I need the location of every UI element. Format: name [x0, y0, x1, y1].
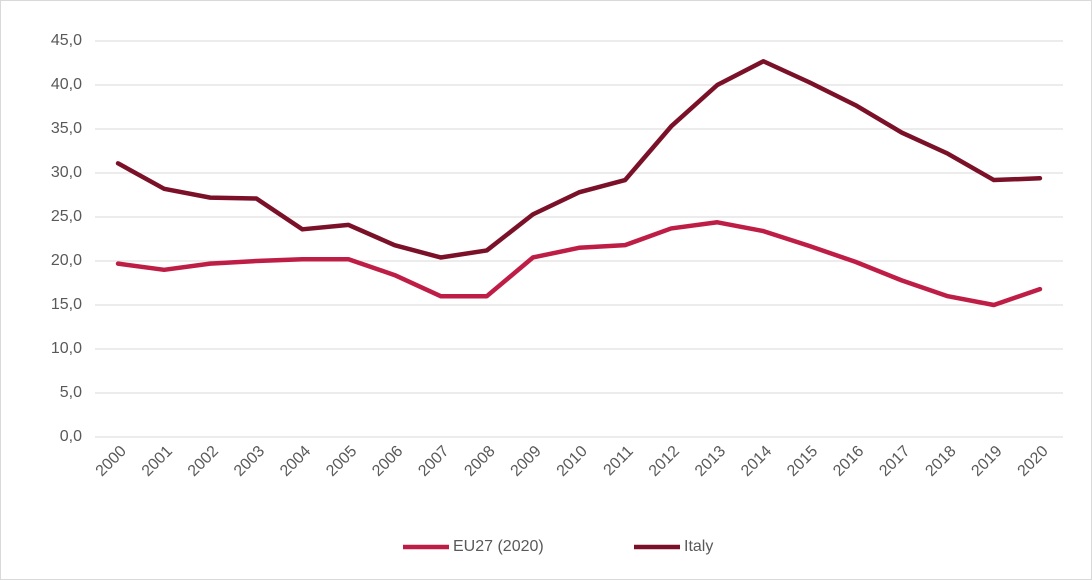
y-tick-label: 20,0: [51, 252, 82, 269]
y-tick-label: 40,0: [51, 76, 82, 93]
line-series: [115, 58, 1043, 260]
legend-label: EU27 (2020): [453, 538, 544, 555]
y-tick-label: 5,0: [60, 384, 82, 401]
y-tick-label: 35,0: [51, 120, 82, 137]
y-tick-label: 25,0: [51, 208, 82, 225]
y-tick-label: 30,0: [51, 164, 82, 181]
y-tick-label: 45,0: [51, 32, 82, 49]
line-series: [115, 220, 1043, 308]
y-tick-label: 10,0: [51, 340, 82, 357]
y-tick-label: 15,0: [51, 296, 82, 313]
y-tick-label: 0,0: [60, 428, 82, 445]
legend-label: Italy: [684, 538, 713, 555]
